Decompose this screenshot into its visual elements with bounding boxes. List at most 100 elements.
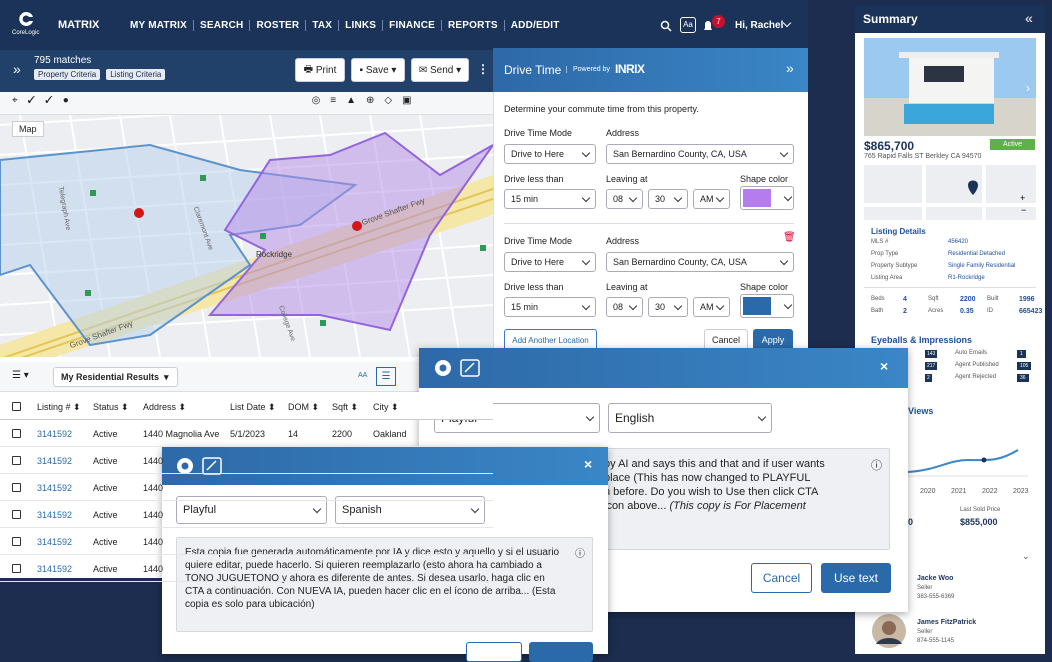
column-header[interactable]: Listing # ⬍ — [37, 402, 81, 412]
color-select[interactable] — [740, 294, 794, 318]
table-row — [0, 420, 493, 447]
send-button[interactable]: ✉ Send ▾ — [411, 58, 469, 82]
mode-select[interactable]: Drive to Here — [504, 144, 596, 164]
year-label: 2023 — [1013, 488, 1029, 495]
collapse[interactable]: » — [786, 60, 794, 76]
expand[interactable]: » — [13, 61, 21, 77]
element — [90, 190, 96, 196]
dialog-header — [162, 447, 608, 485]
column-header[interactable]: Status ⬍ — [93, 402, 129, 412]
checkbox[interactable] — [12, 564, 21, 573]
checkbox[interactable] — [12, 510, 21, 519]
line: icon above... (This copy is For Placemen… — [604, 499, 874, 513]
count-badge: 105 — [1017, 362, 1032, 370]
close[interactable]: × — [584, 456, 593, 472]
element — [864, 165, 1036, 220]
element — [667, 27, 672, 32]
cell[interactable]: 3141592 — [37, 564, 73, 574]
nav-item[interactable]: FINANCE — [382, 20, 441, 31]
cell[interactable]: 3141592 — [37, 510, 73, 520]
element — [904, 104, 994, 124]
element — [981, 457, 987, 463]
cell[interactable]: 3141592 — [37, 483, 73, 493]
results-select[interactable]: My Residential Results ▾ — [53, 367, 178, 387]
checkbox[interactable] — [12, 456, 21, 465]
nav-item[interactable]: REPORTS — [441, 20, 504, 31]
hour-select[interactable]: 08 — [606, 189, 643, 209]
address-select[interactable]: San Bernardino County, CA, USA — [606, 144, 794, 164]
detail-value: Single Family Residential — [948, 263, 1016, 269]
cancel-button[interactable]: Cancel — [751, 563, 812, 593]
element — [882, 621, 896, 635]
chip[interactable]: Property Criteria — [34, 69, 101, 80]
greeting[interactable]: Hi, Rachel — [735, 20, 784, 31]
color-select[interactable] — [740, 186, 794, 210]
count-badge: 143 — [925, 350, 938, 358]
intro: Determine your commute time from this pr… — [504, 104, 699, 114]
bell[interactable] — [703, 20, 713, 32]
agent-role: Seller — [917, 585, 933, 591]
ai-logo — [177, 457, 222, 475]
chip[interactable]: Listing Criteria — [106, 69, 166, 80]
minute-select[interactable]: 30 — [648, 189, 688, 209]
divider — [864, 287, 1036, 288]
provider: INRIX — [615, 62, 645, 76]
stat-value: 2 — [903, 308, 907, 315]
print-button[interactable]: 🖶 Print — [295, 58, 345, 82]
less-select[interactable]: 15 min — [504, 189, 596, 209]
element — [85, 290, 91, 296]
language-select[interactable]: English — [608, 403, 772, 433]
map-mode[interactable]: Map — [12, 121, 44, 137]
nav-item[interactable]: TAX — [305, 20, 338, 31]
column-header[interactable]: DOM ⬍ — [288, 402, 320, 412]
column-header[interactable]: List Date ⬍ — [230, 402, 276, 412]
cell[interactable]: 3141592 — [37, 429, 73, 439]
ampm-select[interactable]: AM — [693, 189, 730, 209]
element — [864, 165, 1036, 220]
table-row — [0, 474, 493, 501]
cell: 1440 — [143, 537, 164, 547]
checkbox[interactable] — [12, 483, 21, 492]
price: $865,700 — [864, 139, 915, 153]
nav-item[interactable]: ADD/EDIT — [503, 20, 566, 31]
column-header[interactable]: Address ⬍ — [143, 402, 187, 412]
font-button[interactable]: Aa — [680, 17, 696, 33]
nav-item[interactable]: SEARCH — [193, 20, 249, 31]
table-row — [0, 447, 493, 474]
cell: 1440 — [143, 510, 164, 520]
nav-item[interactable]: MY MATRIX — [130, 20, 187, 31]
italic: (This copy is For Placement — [669, 500, 806, 512]
nav-item[interactable]: ROSTER — [249, 20, 305, 31]
checkbox — [12, 402, 21, 411]
close[interactable]: × — [880, 358, 889, 374]
mode-select[interactable]: Drive to Here — [504, 252, 596, 272]
more: ⋮ — [477, 62, 489, 76]
checkbox[interactable] — [12, 429, 21, 438]
field-label: Address — [606, 128, 640, 138]
less-select[interactable]: 15 min — [504, 297, 596, 317]
count-badge: 217 — [925, 362, 938, 370]
column-header[interactable]: City ⬍ — [373, 402, 399, 412]
cell: Oakland — [373, 429, 407, 439]
label: Send — [430, 64, 454, 76]
cell[interactable]: 3141592 — [37, 537, 73, 547]
text: py AI and says this and that and if user… — [604, 457, 874, 513]
ampm-select[interactable]: AM — [693, 297, 730, 317]
use-button[interactable]: Use text — [821, 563, 891, 593]
delete-icon[interactable]: 🗑 — [783, 232, 796, 243]
swatch — [743, 189, 771, 207]
summary-title: Summary — [863, 12, 918, 26]
label: My Residential Results — [61, 372, 160, 382]
search-icon[interactable] — [660, 20, 672, 32]
save-button[interactable]: ▪ Save ▾ — [351, 58, 405, 82]
minute-select[interactable]: 30 — [648, 297, 688, 317]
address-select[interactable]: San Bernardino County, CA, USA — [606, 252, 794, 272]
detail-value: Residential Detached — [948, 251, 1006, 257]
hour-select[interactable]: 08 — [606, 297, 643, 317]
checkbox[interactable] — [12, 537, 21, 546]
column-header[interactable]: Sqft ⬍ — [332, 402, 359, 412]
nav-item[interactable]: LINKS — [338, 20, 382, 31]
top-bar — [0, 0, 808, 50]
field-label: Leaving at — [606, 174, 648, 184]
cell[interactable]: 3141592 — [37, 456, 73, 466]
